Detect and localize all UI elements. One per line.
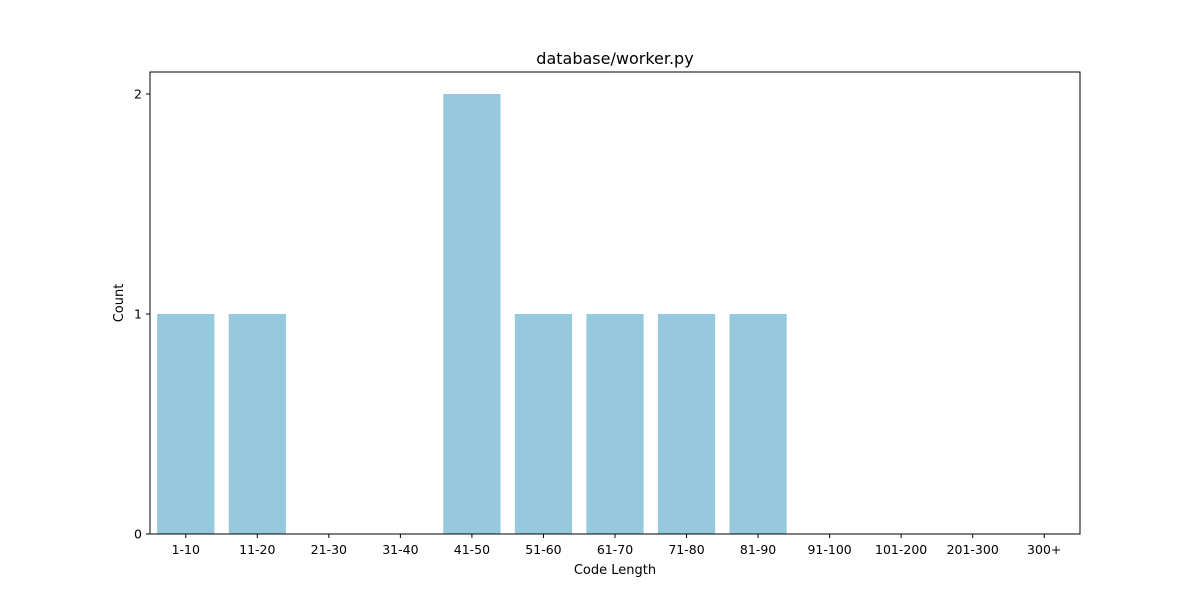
y-tick-label: 2 <box>134 87 142 102</box>
bar-81-90 <box>729 314 787 534</box>
bar-51-60 <box>514 314 573 534</box>
bar-41-50 <box>443 94 501 534</box>
y-tick-label: 0 <box>134 527 142 542</box>
bar-11-20 <box>228 314 286 534</box>
bars-layer <box>157 94 787 534</box>
x-tick-label: 61-70 <box>597 542 633 557</box>
x-tick-label: 71-80 <box>668 542 704 557</box>
x-tick-label: 1-10 <box>172 542 200 557</box>
x-tick-label: 300+ <box>1027 542 1061 557</box>
x-tick-label: 41-50 <box>454 542 490 557</box>
x-tick-label: 31-40 <box>382 542 418 557</box>
bar-1-10 <box>157 314 215 534</box>
x-tick-label: 101-200 <box>875 542 927 557</box>
x-tick-label: 51-60 <box>525 542 561 557</box>
bar-61-70 <box>586 314 644 534</box>
x-tick-label: 201-300 <box>947 542 999 557</box>
bar-71-80 <box>657 314 716 534</box>
chart-title: database/worker.py <box>536 49 693 68</box>
x-tick-label: 11-20 <box>239 542 275 557</box>
plot-frame <box>149 71 1081 535</box>
y-axis-label: Count <box>112 284 127 323</box>
y-tick-label: 1 <box>134 307 142 322</box>
x-tick-label: 21-30 <box>311 542 347 557</box>
x-tick-label: 91-100 <box>807 542 851 557</box>
x-tick-label: 81-90 <box>740 542 776 557</box>
x-axis-label: Code Length <box>574 563 656 578</box>
ticks-layer: 1-10 11-20 21-30 31-40 41-50 51-60 61-70 71-80 8… <box>134 87 1061 558</box>
